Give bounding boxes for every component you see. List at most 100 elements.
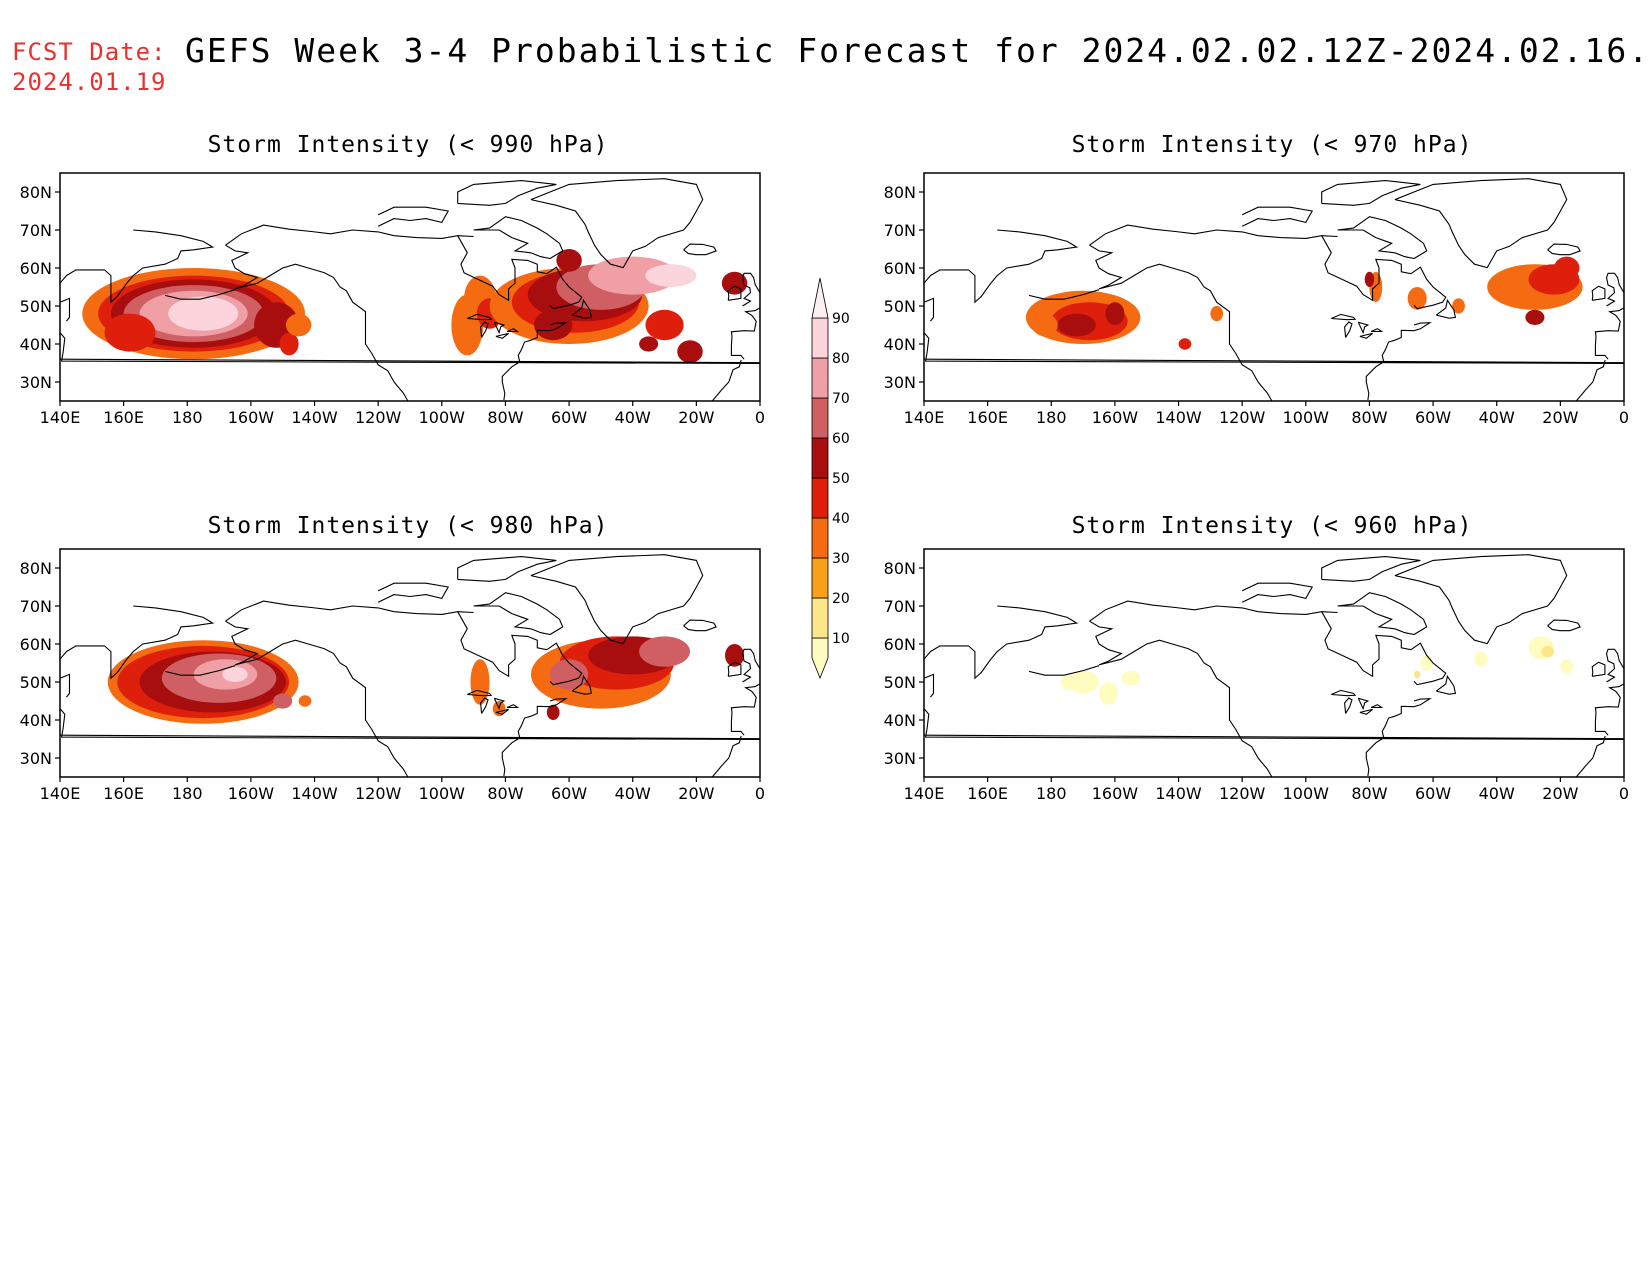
lake-outline <box>493 697 506 711</box>
coastline <box>924 673 935 698</box>
coastline <box>457 556 557 582</box>
probability-area <box>1560 659 1574 675</box>
coastline <box>1337 592 1428 636</box>
map-panel-990: 80N 70N 60N 50N 40N 30N 140E 160E 180 160W 140W 120… <box>20 172 765 427</box>
lake-outline <box>1357 321 1370 335</box>
coastline <box>1321 611 1447 686</box>
coastline <box>1089 620 1273 777</box>
lake-outline <box>1359 708 1373 715</box>
lon-tick-label: 140E <box>40 408 81 427</box>
colorbar-label: 10 <box>832 631 850 647</box>
lon-tick-label: 120W <box>1219 408 1266 427</box>
coastline <box>473 592 564 636</box>
coastline <box>924 297 935 322</box>
coastline <box>727 661 742 677</box>
coastline <box>1435 298 1457 319</box>
lon-tick-label: 160E <box>103 784 144 803</box>
lake-outline <box>1344 697 1353 714</box>
coastline <box>164 289 236 300</box>
lon-tick-label: 180 <box>172 408 203 427</box>
probability-area <box>1032 313 1058 337</box>
coastline <box>457 235 583 310</box>
lon-tick-label: 140W <box>291 408 338 427</box>
probability-area <box>645 309 684 341</box>
panel-title-990: Storm Intensity (< 990 hPa) <box>207 132 609 158</box>
lat-tick-label: 60N <box>20 635 52 654</box>
colorbar-bin <box>811 517 829 559</box>
coastline <box>1547 243 1581 256</box>
coastline <box>60 708 760 740</box>
probability-area <box>1554 256 1580 280</box>
lat-tick-label: 80N <box>20 183 52 202</box>
coastline <box>1337 216 1428 260</box>
coastline <box>683 619 717 632</box>
panel-title-980: Storm Intensity (< 980 hPa) <box>207 513 609 539</box>
probability-area <box>168 296 239 331</box>
colorbar-label: 60 <box>832 431 850 447</box>
lat-tick-label: 50N <box>20 673 52 692</box>
lake-outline <box>506 704 520 709</box>
lon-tick-label: 60W <box>1415 408 1451 427</box>
colorbar-label: 30 <box>832 551 850 567</box>
lon-tick-label: 140E <box>904 784 945 803</box>
coastline <box>1241 582 1314 603</box>
lon-tick-label: 60W <box>1415 784 1451 803</box>
colorbar-label: 80 <box>832 351 850 367</box>
lon-tick-label: 60W <box>551 784 587 803</box>
coastline <box>741 272 760 307</box>
lake-outline <box>1331 313 1357 321</box>
lat-tick-label: 30N <box>20 373 52 392</box>
colorbar-label: 50 <box>832 471 850 487</box>
lon-tick-label: 160E <box>103 408 144 427</box>
lon-tick-label: 140E <box>904 408 945 427</box>
lon-tick-label: 20W <box>678 408 714 427</box>
probability-area <box>1121 670 1141 686</box>
lon-tick-label: 40W <box>1479 408 1515 427</box>
lat-tick-label: 70N <box>884 221 916 240</box>
lake-outline <box>1359 332 1373 339</box>
lon-tick-label: 140W <box>1155 408 1202 427</box>
lake-outline <box>506 328 520 333</box>
lat-tick-label: 80N <box>884 183 916 202</box>
lon-tick-label: 40W <box>615 784 651 803</box>
colorbar-bin <box>811 357 829 399</box>
probability-area <box>588 256 678 295</box>
lon-tick-label: 80W <box>487 408 523 427</box>
lon-tick-label: 100W <box>419 408 466 427</box>
colorbar-label: 20 <box>832 591 850 607</box>
map-frame <box>59 172 761 402</box>
coastline <box>571 674 593 695</box>
coastline <box>1394 554 1568 645</box>
probability-area <box>725 644 745 667</box>
coastline <box>924 605 1079 680</box>
coastline <box>1028 289 1100 300</box>
probability-area <box>104 313 156 352</box>
lon-tick-label: 180 <box>1036 408 1067 427</box>
probability-area <box>1525 309 1545 325</box>
coastline <box>164 665 236 676</box>
coastline <box>1241 206 1314 227</box>
probability-area <box>645 264 697 287</box>
lat-tick-label: 40N <box>20 335 52 354</box>
lake-outline <box>480 321 489 338</box>
probability-area <box>1210 306 1224 322</box>
coastline <box>727 285 742 301</box>
probability-area <box>639 336 659 352</box>
colorbar-label: 40 <box>832 511 850 527</box>
coastline <box>1028 665 1100 676</box>
probability-area <box>1105 302 1125 325</box>
probability-area <box>1067 670 1099 694</box>
coastline <box>457 180 557 206</box>
map-panel-960: 80N 70N 60N 50N 40N 30N 140E 160E 180 160W 140W 120… <box>884 548 1629 803</box>
lon-tick-label: 140W <box>291 784 338 803</box>
coastline <box>473 216 564 260</box>
probability-area <box>1414 670 1421 679</box>
coastline <box>225 244 409 401</box>
coastline <box>1321 556 1421 582</box>
coastline <box>60 297 71 322</box>
coastline <box>924 229 1079 304</box>
lake-outline <box>1331 689 1357 697</box>
lon-tick-label: 100W <box>419 784 466 803</box>
coastline <box>924 708 1624 740</box>
lon-tick-label: 160E <box>967 784 1008 803</box>
